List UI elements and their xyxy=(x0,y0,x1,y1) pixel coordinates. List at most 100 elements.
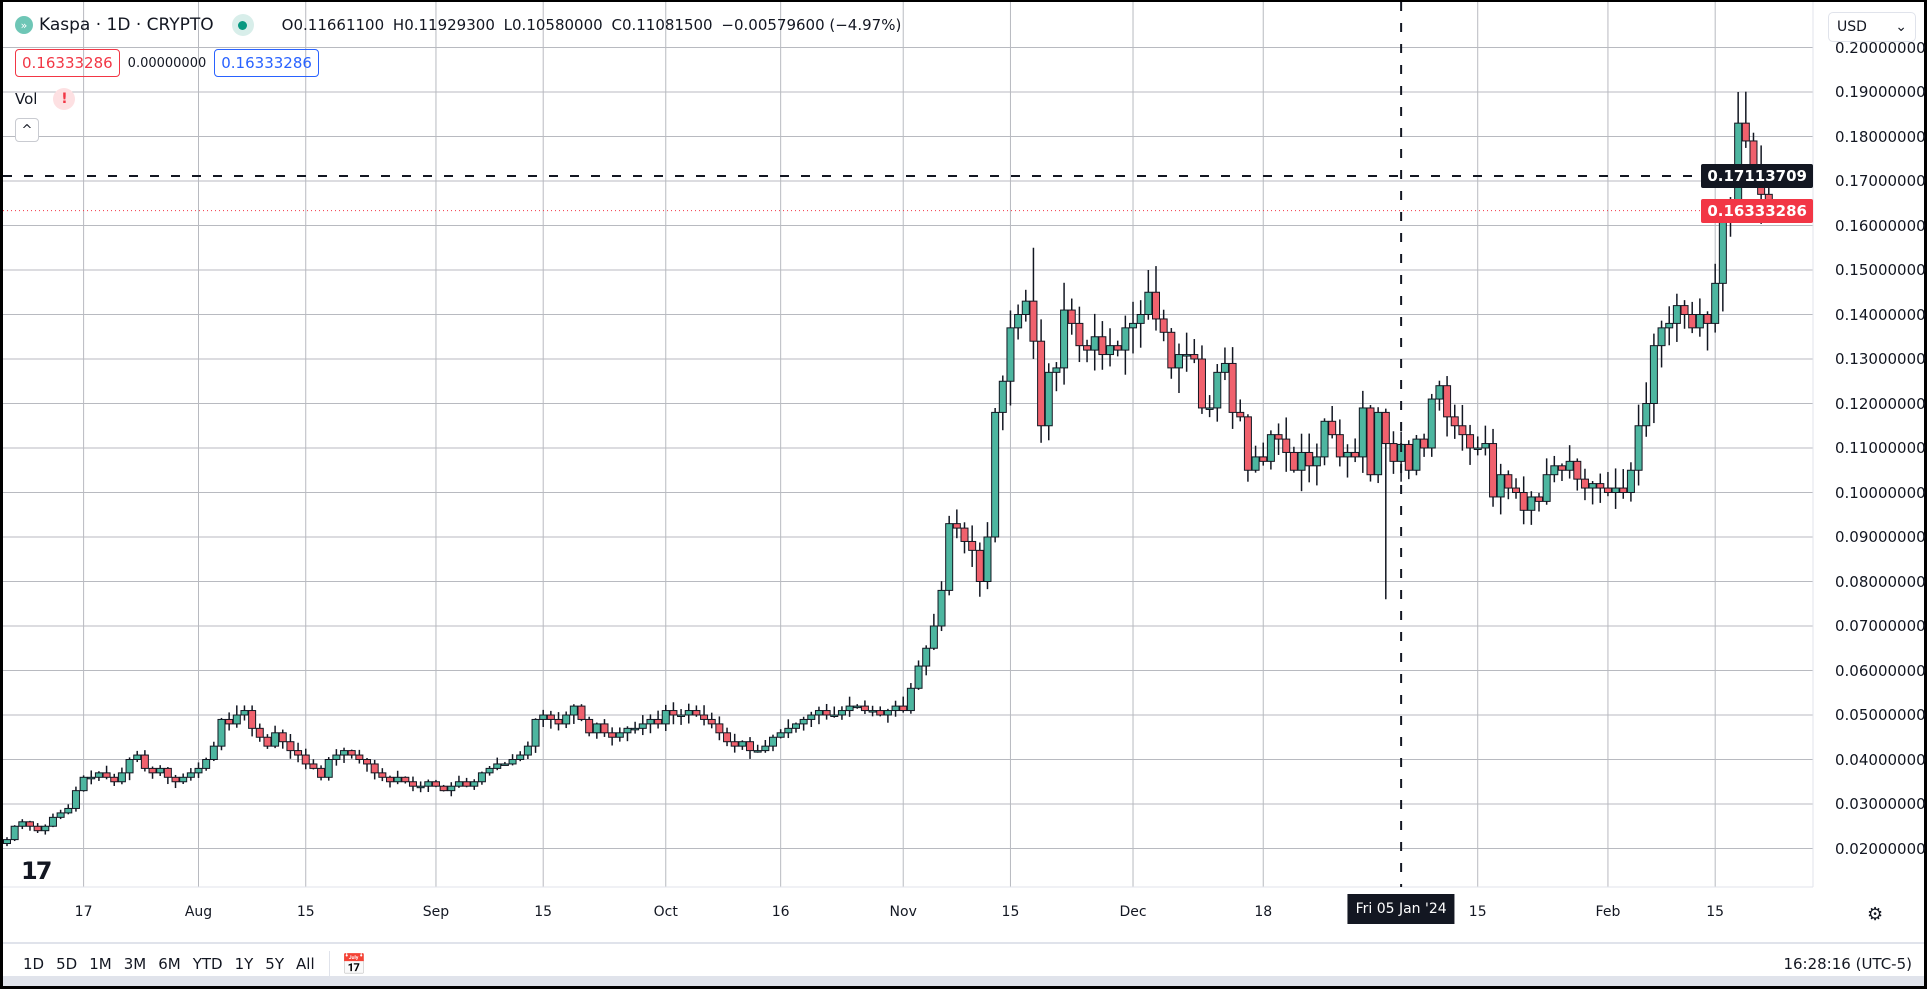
candle-down xyxy=(746,741,755,752)
candle-down xyxy=(1580,478,1589,489)
candle-up xyxy=(853,705,862,709)
collapse-legend-button[interactable]: ^ xyxy=(15,118,39,142)
candle-up xyxy=(738,741,747,747)
buy-button[interactable]: 0.16333286 xyxy=(214,49,319,77)
price-chart[interactable] xyxy=(3,2,1924,942)
candle-up xyxy=(1481,443,1490,449)
candle-down xyxy=(408,781,417,787)
candle-down xyxy=(163,767,172,778)
candle-down xyxy=(1037,340,1046,427)
candle-up xyxy=(94,772,103,778)
candle-down xyxy=(1289,451,1298,471)
candle-up xyxy=(1060,309,1069,369)
currency-select[interactable]: USD ⌄ xyxy=(1828,12,1916,42)
candle-up xyxy=(830,714,839,717)
gear-icon[interactable]: ⚙ xyxy=(1867,904,1884,925)
clock-timezone[interactable]: 16:28:16 (UTC-5) xyxy=(1783,955,1912,973)
candle-down xyxy=(1603,487,1612,493)
candle-down xyxy=(585,718,594,734)
crosshair-date-tag: Fri 05 Jan '24 xyxy=(1347,894,1455,924)
candle-down xyxy=(1067,309,1076,324)
candle-down xyxy=(1236,411,1245,418)
candle-down xyxy=(1703,314,1712,324)
candle-down xyxy=(386,776,394,783)
candle-up xyxy=(1106,345,1115,356)
candle-down xyxy=(1466,434,1475,449)
calendar-goto-icon[interactable]: 📅 xyxy=(341,952,367,976)
candle-up xyxy=(983,536,992,582)
ohlc-values: O0.11661100 H0.11929300 L0.10580000 C0.1… xyxy=(282,16,906,34)
price-tick-label: 0.04000000 xyxy=(1835,750,1926,769)
candle-down xyxy=(700,714,709,720)
time-tick-label: 15 xyxy=(296,904,315,920)
candle-down xyxy=(1443,385,1452,418)
candle-down xyxy=(1351,451,1360,458)
range-6m-button[interactable]: 6M xyxy=(158,955,181,973)
time-tick-label: 16 xyxy=(771,904,790,920)
symbol-title[interactable]: Kaspa · 1D · CRYPTO xyxy=(39,15,214,35)
candle-up xyxy=(914,665,923,689)
candle-down xyxy=(140,754,149,769)
range-5y-button[interactable]: 5Y xyxy=(265,955,285,973)
tradingview-logo-icon[interactable]: 17 xyxy=(21,857,52,885)
candle-up xyxy=(1412,438,1421,471)
candle-down xyxy=(1197,358,1206,409)
range-1d-button[interactable]: 1D xyxy=(23,955,45,973)
candle-up xyxy=(232,714,241,725)
candle-up xyxy=(79,776,88,792)
candle-down xyxy=(248,710,257,729)
candle-up xyxy=(937,589,946,627)
candle-up xyxy=(592,723,601,734)
candle-down xyxy=(1381,411,1390,445)
candle-down xyxy=(1420,438,1429,449)
candle-down xyxy=(278,732,287,743)
candle-up xyxy=(814,710,823,716)
sell-button[interactable]: 0.16333286 xyxy=(15,49,120,77)
candle-up xyxy=(868,710,877,713)
candle-up xyxy=(133,754,142,760)
range-all-button[interactable]: All xyxy=(296,955,315,973)
range-5d-button[interactable]: 5D xyxy=(56,955,78,973)
candle-up xyxy=(1657,327,1666,347)
candle-down xyxy=(692,710,701,716)
candle-up xyxy=(1021,300,1030,315)
candle-up xyxy=(71,790,80,809)
time-tick-label: Feb xyxy=(1595,904,1621,920)
candle-up xyxy=(1297,451,1306,471)
candle-up xyxy=(516,754,525,760)
candle-up xyxy=(1695,314,1704,329)
candle-up xyxy=(1090,336,1099,351)
warning-icon[interactable]: ! xyxy=(53,88,76,110)
price-tick-label: 0.14000000 xyxy=(1835,305,1926,324)
candle-down xyxy=(1450,416,1459,427)
price-tick-label: 0.11000000 xyxy=(1835,439,1926,457)
candle-up xyxy=(485,767,494,774)
candle-up xyxy=(332,754,341,760)
candle-up xyxy=(1588,483,1597,489)
price-tick-label: 0.17000000 xyxy=(1835,172,1926,190)
candle-up xyxy=(684,710,693,716)
candle-down xyxy=(110,776,119,783)
open-value: O0.11661100 xyxy=(281,16,385,34)
candle-up xyxy=(998,380,1007,413)
kaspa-logo-icon: » xyxy=(15,16,33,34)
spread-value: 0.00000000 xyxy=(127,55,207,71)
candle-up xyxy=(1052,367,1061,373)
range-3m-button[interactable]: 3M xyxy=(123,955,147,973)
volume-indicator[interactable]: Vol ! xyxy=(15,88,76,110)
candle-down xyxy=(286,741,295,752)
range-ytd-button[interactable]: YTD xyxy=(192,955,223,973)
candle-down xyxy=(1098,336,1107,356)
price-tick-label: 0.16000000 xyxy=(1835,216,1926,235)
candle-down xyxy=(654,718,663,725)
candle-up xyxy=(1044,371,1053,427)
range-1y-button[interactable]: 1Y xyxy=(234,955,254,973)
candle-up xyxy=(615,732,624,738)
volume-label: Vol xyxy=(15,90,38,108)
price-tick-label: 0.03000000 xyxy=(1835,795,1926,813)
candle-up xyxy=(87,776,96,780)
candle-down xyxy=(355,754,364,760)
candle-down xyxy=(1366,407,1375,476)
candle-down xyxy=(1152,291,1160,320)
range-1m-button[interactable]: 1M xyxy=(89,955,112,973)
